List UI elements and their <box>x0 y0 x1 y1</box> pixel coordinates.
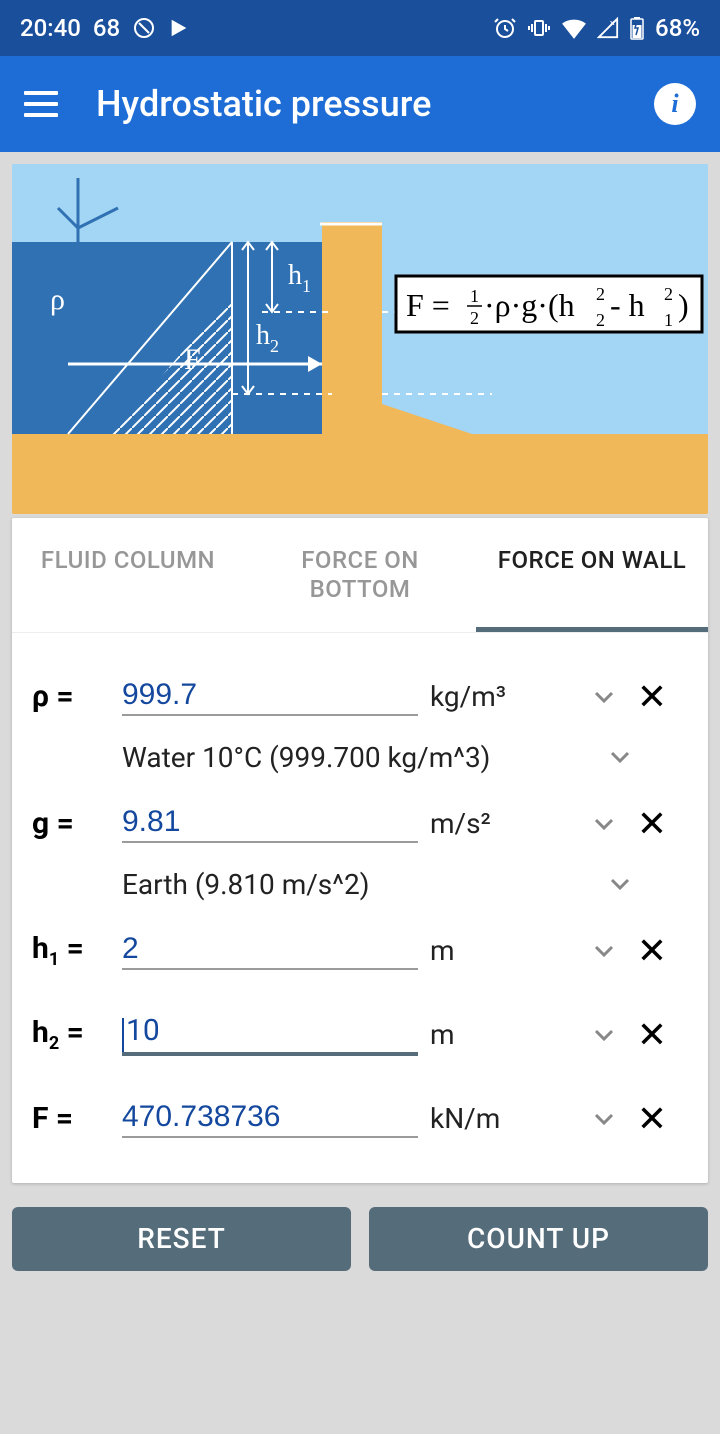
signal-icon: × <box>597 17 619 39</box>
svg-text:ρ: ρ <box>50 283 65 316</box>
page-title: Hydrostatic pressure <box>96 83 431 125</box>
input-h1[interactable] <box>122 932 418 966</box>
do-not-disturb-icon <box>132 16 156 40</box>
status-time: 20:40 <box>20 14 81 42</box>
svg-text:- h: - h <box>610 287 645 323</box>
label-g: g = <box>32 806 110 841</box>
alarm-icon <box>493 16 517 40</box>
unit-dropdown-h2[interactable] <box>588 1029 620 1041</box>
unit-dropdown-F[interactable] <box>588 1113 620 1125</box>
preset-rho[interactable]: Water 10°C (999.700 kg/m^3) <box>122 741 604 774</box>
input-rho[interactable] <box>122 678 418 712</box>
unit-dropdown-g[interactable] <box>588 818 620 830</box>
svg-text:2: 2 <box>596 284 605 304</box>
tab-force-wall[interactable]: FORCE ON WALL <box>476 518 708 632</box>
clear-h1-icon[interactable]: ✕ <box>632 930 672 972</box>
label-rho: ρ = <box>32 679 110 714</box>
svg-text:): ) <box>678 287 689 323</box>
unit-rho: kg/m³ <box>430 680 576 713</box>
menu-icon[interactable] <box>24 91 58 117</box>
countup-button[interactable]: COUNT UP <box>369 1207 708 1271</box>
battery-icon <box>629 16 645 40</box>
input-F[interactable] <box>122 1100 418 1134</box>
status-bar: 20:40 68 × 68% <box>0 0 720 56</box>
diagram: ρ F h1 h2 F = 1 2 ·ρ·g·(h 2 2 - h 2 1 ) <box>12 164 708 514</box>
svg-text:1: 1 <box>664 310 673 330</box>
preset-dropdown-g[interactable] <box>604 878 636 890</box>
input-g[interactable] <box>122 805 418 839</box>
wifi-icon <box>561 17 587 39</box>
unit-g: m/s² <box>430 807 576 840</box>
form-card: FLUID COLUMN FORCE ON BOTTOM FORCE ON WA… <box>12 518 708 1183</box>
unit-F: kN/m <box>430 1102 576 1135</box>
svg-text:2: 2 <box>470 308 479 328</box>
svg-text:1: 1 <box>470 286 479 306</box>
svg-text:2: 2 <box>664 284 673 304</box>
unit-h2: m <box>430 1018 576 1051</box>
play-store-icon <box>168 17 190 39</box>
label-F: F = <box>32 1101 110 1136</box>
app-bar: Hydrostatic pressure i <box>0 56 720 152</box>
clear-F-icon[interactable]: ✕ <box>632 1098 672 1140</box>
tabs: FLUID COLUMN FORCE ON BOTTOM FORCE ON WA… <box>12 518 708 633</box>
unit-dropdown-rho[interactable] <box>588 691 620 703</box>
svg-text:F =: F = <box>406 287 450 323</box>
preset-g[interactable]: Earth (9.810 m/s^2) <box>122 868 604 901</box>
svg-text:·ρ·g·(h: ·ρ·g·(h <box>484 287 575 323</box>
unit-h1: m <box>430 934 576 967</box>
tab-fluid-column[interactable]: FLUID COLUMN <box>12 518 244 632</box>
clear-rho-icon[interactable]: ✕ <box>632 676 672 718</box>
unit-dropdown-h1[interactable] <box>588 945 620 957</box>
clear-h2-icon[interactable]: ✕ <box>632 1014 672 1056</box>
input-h2[interactable]: 10 <box>126 1013 160 1048</box>
svg-text:2: 2 <box>596 310 605 330</box>
vibrate-icon <box>527 16 551 40</box>
label-h1: h1 = <box>32 931 110 970</box>
svg-text:×: × <box>610 19 615 29</box>
status-temp: 68 <box>93 14 120 42</box>
label-h2: h2 = <box>32 1015 110 1054</box>
battery-pct: 68% <box>655 14 700 42</box>
preset-dropdown-rho[interactable] <box>604 751 636 763</box>
clear-g-icon[interactable]: ✕ <box>632 803 672 845</box>
input-h2-wrap[interactable]: 10 <box>122 1013 418 1057</box>
svg-text:F: F <box>184 343 201 376</box>
reset-button[interactable]: RESET <box>12 1207 351 1271</box>
info-icon[interactable]: i <box>654 83 696 125</box>
tab-force-bottom[interactable]: FORCE ON BOTTOM <box>244 518 476 632</box>
